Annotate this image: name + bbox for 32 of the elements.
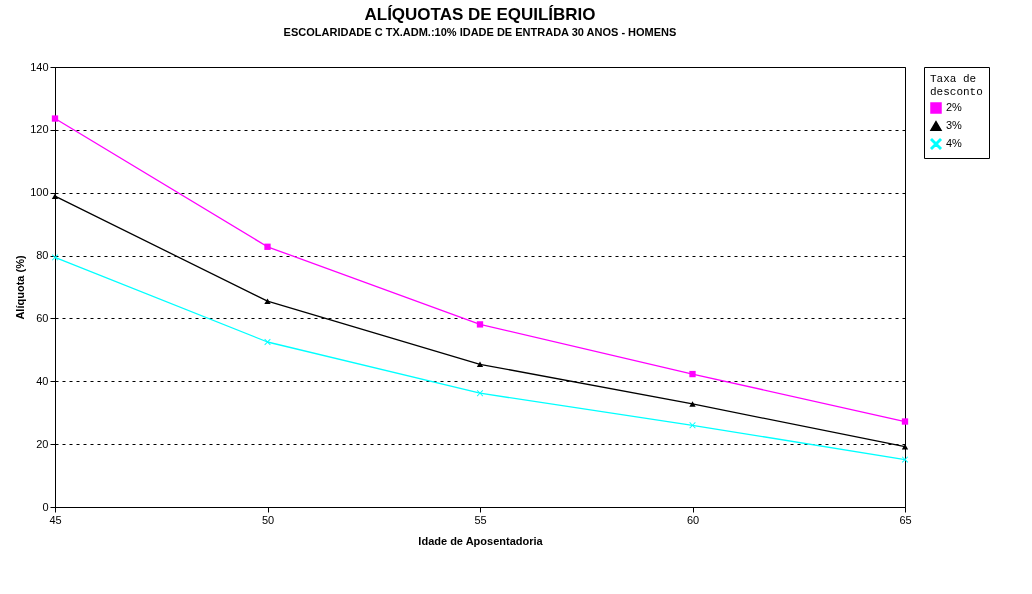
y-tick-label: 80 bbox=[36, 249, 49, 262]
point bbox=[264, 338, 271, 346]
y-tick-label: 20 bbox=[36, 437, 49, 450]
point bbox=[264, 243, 271, 250]
y-tick-label: 120 bbox=[30, 123, 49, 136]
point bbox=[901, 418, 909, 425]
point bbox=[901, 456, 909, 463]
point bbox=[51, 254, 59, 261]
point bbox=[51, 115, 59, 122]
chart-title: ALÍQUOTAS DE EQUILÍBRIO bbox=[364, 5, 596, 24]
y-tick-label: 40 bbox=[36, 374, 49, 387]
x-tick-label: 60 bbox=[686, 513, 700, 526]
legend-label: 4% bbox=[946, 137, 963, 149]
legend-label: 3% bbox=[946, 119, 963, 131]
x-tick-label: 55 bbox=[474, 513, 487, 526]
x-tick-label: 65 bbox=[899, 513, 912, 526]
y-tick-label: 0 bbox=[42, 500, 49, 513]
point bbox=[689, 401, 696, 407]
x-tick-label: 50 bbox=[261, 513, 275, 526]
y-axis-title: Alíquota (%) bbox=[14, 255, 27, 320]
point bbox=[689, 370, 696, 378]
x-axis-title: Idade de Aposentadoria bbox=[418, 534, 544, 547]
point bbox=[264, 298, 271, 304]
legend-title: Taxa de desconto bbox=[930, 73, 983, 98]
chart-subtitle: ESCOLARIDADE C TX.ADM.:10% IDADE DE ENTRADA 30 ANOS - HOMENS bbox=[283, 26, 677, 38]
legend-label: 2% bbox=[946, 101, 963, 113]
point bbox=[476, 361, 484, 368]
y-tick-label: 100 bbox=[30, 186, 49, 199]
y-tick-label: 60 bbox=[36, 311, 49, 324]
x-tick-label: 45 bbox=[49, 513, 62, 526]
y-tick-label: 140 bbox=[30, 60, 49, 73]
point bbox=[476, 321, 484, 328]
